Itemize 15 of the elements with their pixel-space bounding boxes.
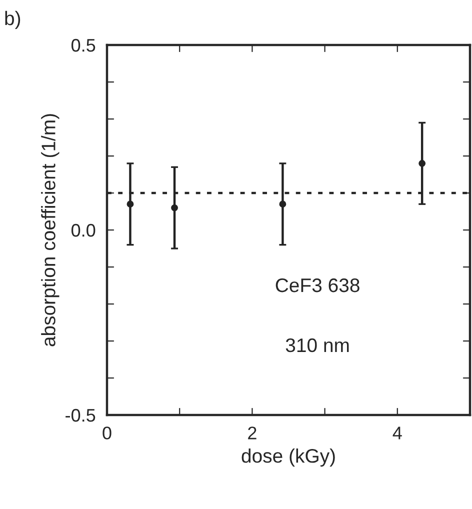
x-tick-label: 4 bbox=[392, 426, 402, 440]
text: b) bbox=[5, 10, 20, 30]
annotation: 310 nm bbox=[286, 338, 349, 352]
x-tick-label: 2 bbox=[248, 426, 256, 440]
y-tick-label: 0.5 bbox=[71, 38, 96, 52]
y-tick-label: 0.0 bbox=[71, 224, 96, 237]
annotation: CeF3 638 bbox=[276, 278, 360, 292]
point bbox=[171, 204, 178, 212]
point bbox=[126, 200, 134, 208]
x-tick-label: 0 bbox=[102, 426, 112, 440]
point bbox=[418, 160, 426, 167]
point bbox=[279, 200, 286, 208]
y-tick-label: -0.5 bbox=[66, 408, 96, 422]
x-axis-title: dose (kGy) bbox=[242, 448, 335, 467]
y-axis-title: absorption coefficient (1/m) bbox=[41, 114, 60, 346]
